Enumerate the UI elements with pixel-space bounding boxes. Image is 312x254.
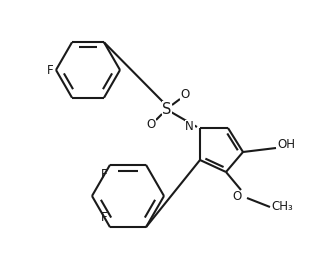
Text: CH₃: CH₃ [271,200,293,214]
Text: O: O [233,189,242,202]
Text: S: S [162,102,172,117]
Text: O: O [180,88,190,102]
Text: OH: OH [277,138,295,151]
Text: O: O [146,119,156,132]
Text: N: N [185,120,194,134]
Text: F: F [101,211,108,224]
Text: F: F [101,168,108,181]
Text: F: F [47,64,54,76]
